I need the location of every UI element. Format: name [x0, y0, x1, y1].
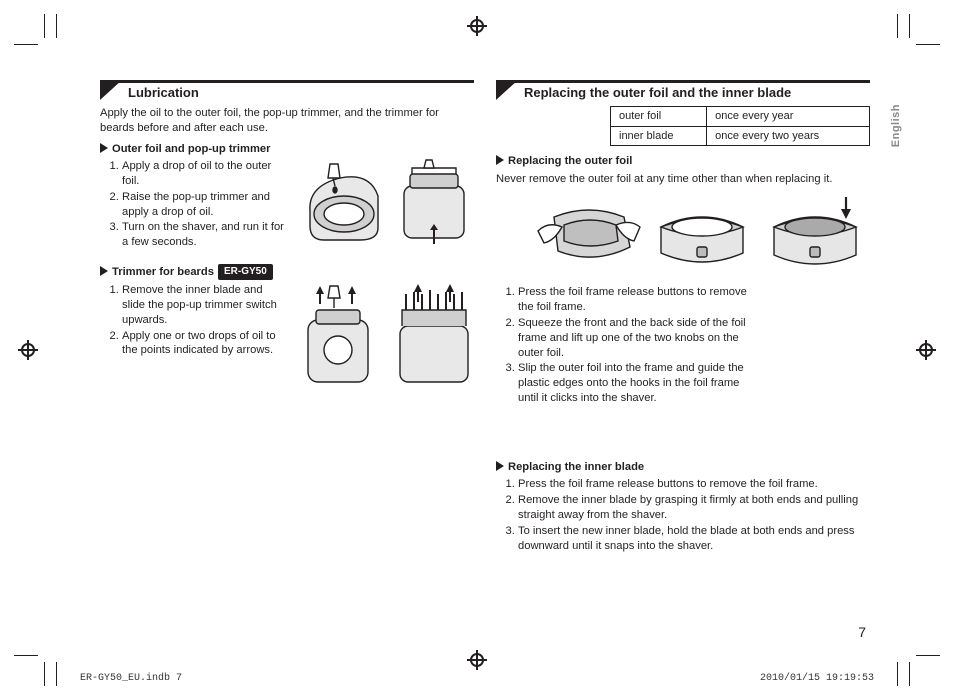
left-column: Lubrication Apply the oil to the outer f… [100, 80, 474, 620]
warning-text: Never remove the outer foil at any time … [496, 172, 870, 187]
subheading-label: Trimmer for beards [112, 266, 214, 278]
step-item: To insert the new inner blade, hold the … [518, 524, 870, 554]
step-item: Squeeze the front and the back side of t… [518, 316, 750, 360]
step-item: Slip the outer foil into the frame and g… [518, 361, 750, 405]
crop-mark [56, 14, 57, 38]
registration-mark [18, 340, 38, 360]
step-item: Apply one or two drops of oil to the poi… [122, 329, 280, 359]
illustration-foil-frame [647, 197, 757, 275]
intro-text: Apply the oil to the outer foil, the pop… [100, 106, 474, 136]
crop-mark [44, 662, 45, 686]
step-item: Remove the inner blade by grasping it fi… [518, 493, 870, 523]
footer-file: ER-GY50_EU.indb 7 [80, 673, 182, 684]
step-item: Raise the pop-up trimmer and apply a dro… [122, 190, 290, 220]
illustration-trimmer-oil [290, 280, 474, 390]
registration-mark [467, 16, 487, 36]
steps-list: Remove the inner blade and slide the pop… [122, 283, 280, 358]
page-number: 7 [858, 624, 866, 640]
language-tab: English [890, 104, 902, 147]
subheading-replacing-foil: Replacing the outer foil [496, 154, 870, 169]
subheading-label: Replacing the inner blade [508, 461, 644, 473]
step-item: Turn on the shaver, and run it for a few… [122, 220, 290, 250]
model-pill: ER-GY50 [218, 264, 273, 280]
table-row: outer foil once every year [611, 107, 870, 127]
table-cell: once every year [707, 107, 870, 127]
registration-mark [467, 650, 487, 670]
table-cell: once every two years [707, 126, 870, 146]
subheading-label: Outer foil and pop-up trimmer [112, 143, 271, 155]
illustration-oil-foil [300, 156, 474, 246]
section-heading-replacing: Replacing the outer foil and the inner b… [496, 80, 870, 102]
table-row: inner blade once every two years [611, 126, 870, 146]
illustration-foil-release [534, 197, 644, 275]
step-item: Apply a drop of oil to the outer foil. [122, 159, 290, 189]
page: English Lubrication Apply the oil to the… [0, 0, 954, 700]
crop-mark [56, 662, 57, 686]
crop-mark [44, 14, 45, 38]
right-column: Replacing the outer foil and the inner b… [496, 80, 870, 620]
replacement-interval-table: outer foil once every year inner blade o… [610, 106, 870, 146]
steps-list: Apply a drop of oil to the outer foil. R… [122, 159, 290, 250]
subheading-trimmer-beards: Trimmer for beards ER-GY50 [100, 264, 474, 280]
subheading-outer-foil: Outer foil and pop-up trimmer [100, 142, 474, 157]
section-heading-lubrication: Lubrication [100, 80, 474, 102]
crop-mark [897, 14, 898, 38]
subheading-replacing-blade: Replacing the inner blade [496, 460, 870, 475]
print-footer: ER-GY50_EU.indb 7 2010/01/15 19:19:53 [80, 673, 874, 684]
illustration-stack [534, 191, 870, 286]
subheading-label: Replacing the outer foil [508, 155, 632, 167]
crop-mark [14, 655, 38, 656]
step-item: Remove the inner blade and slide the pop… [122, 283, 280, 327]
section-title: Lubrication [128, 84, 199, 101]
footer-date: 2010/01/15 19:19:53 [760, 673, 874, 684]
illustration-foil-insert [760, 191, 870, 275]
crop-mark [916, 44, 940, 45]
table-cell: inner blade [611, 126, 707, 146]
steps-list: Press the foil frame release buttons to … [518, 477, 870, 553]
section-title: Replacing the outer foil and the inner b… [524, 84, 791, 101]
crop-mark [916, 655, 940, 656]
crop-mark [909, 14, 910, 38]
crop-mark [897, 662, 898, 686]
step-item: Press the foil frame release buttons to … [518, 477, 870, 492]
content-area: Lubrication Apply the oil to the outer f… [100, 80, 870, 620]
table-cell: outer foil [611, 107, 707, 127]
registration-mark [916, 340, 936, 360]
crop-mark [909, 662, 910, 686]
crop-mark [14, 44, 38, 45]
